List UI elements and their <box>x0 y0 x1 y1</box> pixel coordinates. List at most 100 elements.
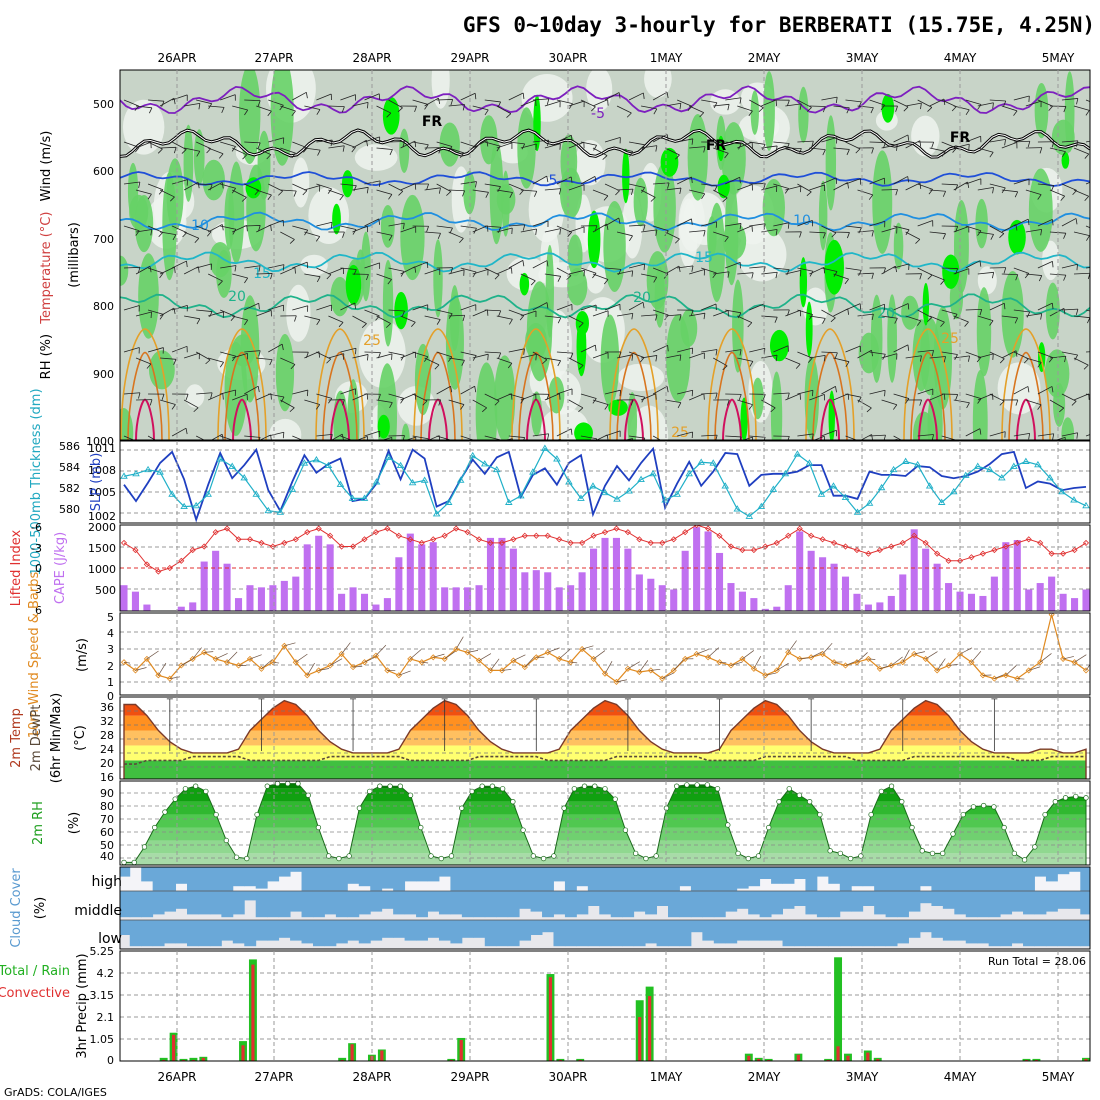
wind-barb <box>1001 142 1017 149</box>
wind-barb <box>524 656 535 668</box>
wind-barb-flag <box>703 313 706 320</box>
wind-barb <box>713 189 728 199</box>
cape-bar <box>796 531 804 611</box>
wind-barb <box>773 141 790 144</box>
isotherm-warm-plume <box>518 351 554 440</box>
wind-barb-flag <box>387 279 392 285</box>
wind-barb <box>547 647 560 653</box>
wind-barb <box>719 661 727 664</box>
wind-barb-flag <box>965 109 970 116</box>
rh-point <box>346 853 352 859</box>
rh-dry-area <box>585 261 606 294</box>
wind-barb <box>388 141 405 143</box>
rh-point <box>387 783 393 789</box>
cape-bar <box>967 593 976 611</box>
wind-speed-point <box>785 649 792 656</box>
wind-barb-flag <box>931 434 934 440</box>
slp-point <box>986 465 994 473</box>
wind-barb-flag <box>426 183 429 190</box>
lifted-index-point <box>556 536 563 543</box>
wind-barb-flag <box>951 106 957 112</box>
isotherm-label: 25 <box>671 425 689 441</box>
isotherm-25-plume <box>903 328 953 440</box>
wind-barb-flag <box>795 363 801 369</box>
wind-barb-flag <box>979 309 983 316</box>
wind-barb <box>556 388 573 395</box>
wind-barb <box>676 218 692 227</box>
wind-barb-flag <box>999 358 1005 364</box>
wind-barb-flag <box>1076 432 1079 439</box>
wind-barb-flag <box>691 176 693 183</box>
wind-barb <box>520 273 536 282</box>
wind-barb-flag <box>242 154 247 160</box>
wind-barb <box>1073 147 1089 155</box>
wind-barb-flag <box>172 234 177 241</box>
wind-barb-flag <box>855 148 861 154</box>
wind-barb-flag <box>871 147 874 154</box>
lifted-index-point <box>1002 543 1009 550</box>
wind-barb <box>689 269 705 275</box>
cloud-bar <box>839 921 852 947</box>
wind-barb-flag <box>786 269 790 276</box>
wind-barb <box>737 105 753 112</box>
wind-barb-flag <box>534 191 538 197</box>
wind-barb <box>941 99 957 108</box>
wind-barb <box>1063 656 1074 660</box>
date-label-bottom: 3MAY <box>846 1070 879 1084</box>
wind-barb <box>917 267 933 276</box>
wind-barb <box>508 224 525 227</box>
wind-barb <box>484 351 501 354</box>
cloud-bar <box>393 921 406 938</box>
wind-barb-flag <box>316 319 321 326</box>
isotherm-hot-plume <box>232 398 252 440</box>
rh-point <box>960 811 966 818</box>
precip-tick: 2.1 <box>97 1011 115 1024</box>
wind-barb <box>195 141 211 150</box>
wind-barb <box>484 309 501 312</box>
wind-barb-flag <box>485 192 489 198</box>
rh-point <box>172 796 178 802</box>
wind-barb-flag <box>173 147 177 154</box>
wind-barb-flag <box>1051 185 1055 192</box>
wind-barb-flag <box>763 223 766 230</box>
wind-barb <box>304 315 321 321</box>
wind-barb-flag <box>535 354 537 361</box>
precip-total-bar <box>189 1057 198 1061</box>
wind-barb-flag <box>326 358 332 364</box>
wind-barb <box>249 654 262 660</box>
slp-point <box>589 482 597 489</box>
line-series-thickness <box>123 446 1087 523</box>
wind-barb <box>925 651 938 660</box>
wind-barb <box>376 399 393 403</box>
slp-point <box>372 478 381 485</box>
wind-barb-flag <box>604 404 609 410</box>
wind-barb <box>701 99 718 104</box>
wind-barb <box>810 650 824 658</box>
wind-barb-flag <box>546 260 549 267</box>
wind-barb-flag <box>655 314 658 321</box>
wind-barb-flag <box>1063 106 1067 113</box>
wind-barb <box>328 189 344 196</box>
wind-barb <box>640 189 656 198</box>
wind-barb <box>532 220 549 227</box>
cloud-bar <box>232 892 245 915</box>
cloud-bar <box>954 892 967 915</box>
wind-barb-flag <box>812 390 814 397</box>
wind-barb <box>544 143 561 149</box>
wind-barb-flag <box>1076 264 1078 271</box>
precip-tick: 0 <box>107 1054 114 1067</box>
wind-barb-flag <box>522 224 526 231</box>
wind-barb-flag <box>955 184 959 191</box>
cape-bar <box>922 548 930 611</box>
wind-barb-flag <box>438 97 441 105</box>
wind-barb <box>640 393 656 401</box>
wind-speed-label: 10m Wind Speed & Barbs <box>27 572 42 739</box>
wind-barb-flag <box>578 407 584 413</box>
precip-tick: 3.15 <box>90 989 115 1002</box>
wind-barb-flag <box>578 322 584 328</box>
lifted-index-point <box>281 539 288 546</box>
wind-barb <box>1001 224 1017 233</box>
wind-barb-flag <box>643 92 645 99</box>
cloud-bar <box>278 921 291 938</box>
cloud-bar <box>816 892 829 918</box>
